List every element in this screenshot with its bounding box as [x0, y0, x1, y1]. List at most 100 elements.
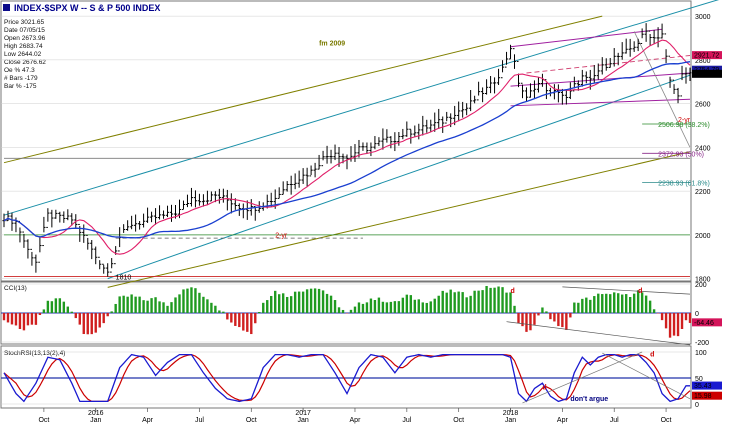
cci-bar: [537, 313, 540, 316]
stoch-tick-label: 50: [695, 376, 703, 383]
cci-bar: [445, 292, 448, 313]
cci-bar: [337, 307, 341, 313]
cci-bar: [98, 313, 101, 328]
cci-bar: [297, 291, 301, 313]
cci-bar: [138, 296, 141, 313]
cci-bar: [461, 292, 464, 313]
cci-bar: [660, 313, 664, 321]
chart-title: INDEX-$SPX W -- S & P 500 INDEX: [14, 3, 160, 13]
cci-bar: [309, 288, 313, 313]
legend-square: [3, 4, 10, 11]
stoch-tick-label: 100: [695, 350, 707, 357]
cci-bar: [2, 313, 6, 321]
price-tick-label: 1800: [695, 277, 711, 284]
cci-bar: [270, 295, 273, 313]
cci-bar: [38, 313, 42, 316]
cci-trendline: [506, 321, 691, 346]
cci-bar: [266, 300, 269, 313]
x-tick-label: Jan: [505, 417, 516, 424]
cci-bar: [385, 302, 389, 313]
x-tick-label: 2018: [503, 410, 519, 417]
cci-bar: [401, 297, 405, 313]
x-tick-label: Jul: [402, 417, 411, 424]
cci-bar: [589, 299, 592, 313]
price-annotation: fm 2009: [319, 40, 345, 47]
price-annotation: 1810: [116, 274, 132, 281]
cci-bar: [521, 313, 524, 327]
cci-bar: [597, 293, 600, 313]
stoch-rsi-line: [3, 353, 690, 403]
cci-bar: [30, 313, 34, 325]
cci-bar: [624, 294, 628, 313]
cci-bar: [325, 293, 329, 313]
x-tick-label: Oct: [661, 417, 672, 424]
cci-bar: [54, 298, 58, 313]
cci-bar: [102, 313, 105, 324]
price-value-flag: [692, 51, 722, 60]
price-annotation: 2506.98 (38.2%): [658, 122, 710, 129]
cci-bar: [409, 295, 413, 313]
price-annotation: 2372.93 (50%): [658, 151, 704, 158]
cci-bar: [369, 298, 373, 313]
cci-bar: [34, 313, 38, 325]
cci-bar: [501, 287, 504, 313]
cci-annotation: d: [638, 288, 642, 295]
cci-bar: [14, 313, 18, 326]
cci-bar: [648, 300, 652, 313]
cci-bar: [329, 295, 333, 313]
cci-bar: [293, 291, 297, 313]
cci-bar: [262, 302, 265, 313]
x-tick-label: Jan: [297, 417, 308, 424]
cci-tick-label: -200: [695, 340, 709, 347]
x-tick-label: Apr: [142, 417, 154, 424]
cci-bar: [78, 313, 81, 325]
cci-bar: [529, 313, 532, 331]
cci-bar: [441, 290, 444, 313]
cci-bar: [405, 294, 409, 313]
channel-top-magenta: [510, 28, 663, 48]
channel-line-teal-lower: [107, 74, 691, 280]
cci-bar: [122, 295, 125, 313]
cci-bar: [437, 295, 440, 313]
cci-bar: [541, 307, 544, 313]
cci-trendline: [562, 286, 691, 295]
x-tick-label: Jul: [610, 417, 619, 424]
cci-bar: [74, 313, 77, 319]
stoch-trendline: [522, 351, 643, 404]
price-tick-label: 2200: [695, 189, 711, 196]
x-tick-label: Jan: [90, 417, 101, 424]
cci-tick-label: 0: [695, 311, 699, 318]
cci-bar: [545, 311, 548, 313]
channel-line-teal: [3, 0, 720, 216]
channel-mid-magenta: [510, 72, 691, 87]
cci-bar: [178, 294, 181, 313]
cci-bar: [214, 305, 217, 313]
stoch-annotation: don't argue: [570, 396, 608, 403]
cci-bar: [513, 305, 516, 313]
cci-bar: [174, 297, 177, 313]
cci-bar: [593, 296, 596, 313]
x-tick-label: Jul: [195, 417, 204, 424]
stoch-value-flag: [692, 381, 722, 390]
cci-bar: [533, 313, 536, 325]
cci-bar: [114, 303, 117, 313]
cci-bar: [585, 297, 588, 313]
cci-bar: [166, 305, 169, 313]
cci-bar: [421, 302, 424, 313]
cci-bar: [146, 300, 149, 313]
cci-bar: [22, 313, 26, 331]
cci-bar: [242, 313, 245, 331]
cci-bar: [106, 313, 109, 317]
stoch-value-flag-label: 15.98: [694, 393, 712, 400]
cci-bar: [397, 301, 401, 313]
cci-bar: [202, 296, 205, 313]
cci-bar: [142, 300, 145, 313]
cci-bar: [581, 298, 584, 313]
trendline-fm-2009: [3, 15, 603, 164]
cci-bar: [349, 309, 353, 313]
cci-bar: [126, 296, 129, 313]
cci-bar: [218, 310, 221, 313]
cci-value-flag-label: -64.46: [694, 320, 714, 327]
cci-bar: [50, 301, 54, 313]
cci-bar: [525, 313, 528, 332]
